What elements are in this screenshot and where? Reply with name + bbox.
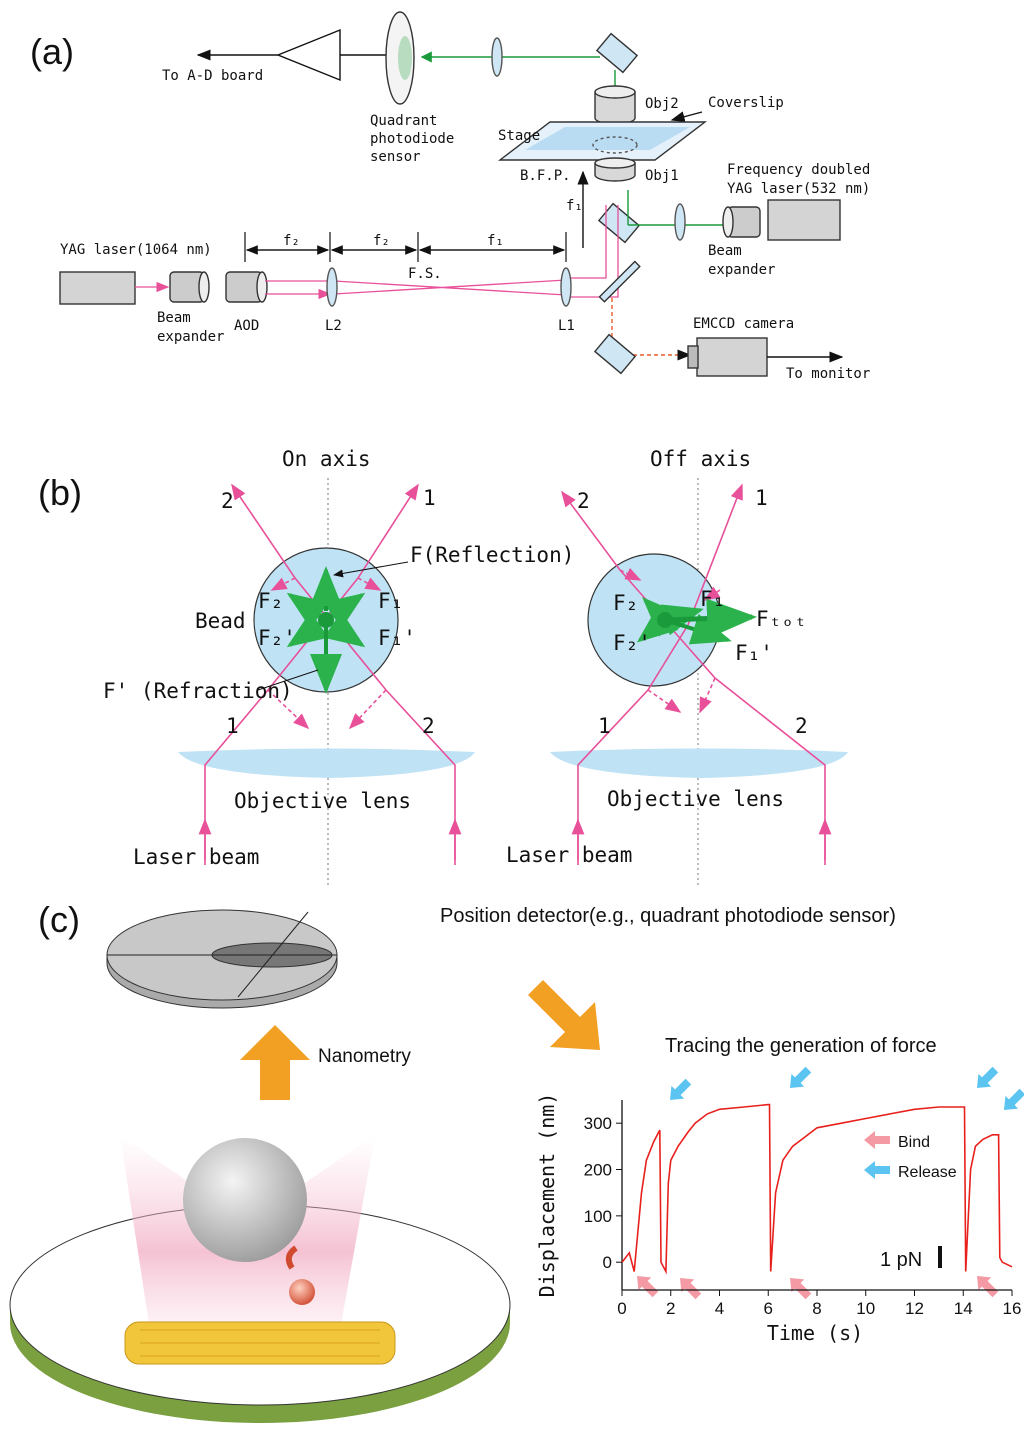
label: Obj1 bbox=[645, 168, 679, 184]
x-tick-label: 4 bbox=[715, 1299, 724, 1318]
label: EMCCD camera bbox=[693, 316, 794, 332]
label: 1 bbox=[755, 486, 768, 510]
label: f₂ bbox=[373, 233, 390, 249]
label: F₁' bbox=[735, 641, 773, 665]
label: F' (Refraction) bbox=[103, 679, 293, 703]
label: 2 bbox=[221, 489, 234, 513]
camera bbox=[697, 338, 767, 376]
x-tick-label: 0 bbox=[617, 1299, 626, 1318]
ir-laser bbox=[60, 272, 135, 304]
label: F₂ bbox=[613, 591, 638, 615]
x-tick-label: 10 bbox=[856, 1299, 875, 1318]
label: 2 bbox=[795, 714, 808, 738]
label: L2 bbox=[325, 318, 342, 334]
y-tick-label: 300 bbox=[584, 1114, 612, 1133]
y-axis-title: Displacement (nm) bbox=[535, 1093, 559, 1298]
panel-label: (b) bbox=[38, 472, 82, 513]
green-laser bbox=[768, 200, 840, 240]
label: F₁' bbox=[378, 626, 416, 650]
figure: (a) To A-D board Quadrantphotodiodesenso… bbox=[0, 0, 1024, 1439]
x-tick-label: 2 bbox=[666, 1299, 675, 1318]
mirror bbox=[599, 204, 639, 243]
label: Coverslip bbox=[708, 95, 784, 111]
legend-label: Release bbox=[898, 1164, 957, 1181]
label: Laser beam bbox=[133, 845, 259, 869]
chart: Displacement (nm) Time (s) Bind Release … bbox=[535, 1063, 1024, 1345]
label: Position detector(e.g., quadrant photodi… bbox=[440, 905, 896, 927]
panel-label: (c) bbox=[38, 899, 80, 940]
label: 1 bbox=[598, 714, 611, 738]
label: F(Reflection) bbox=[410, 543, 574, 567]
label: F₂ bbox=[258, 589, 283, 613]
label: F₁ bbox=[700, 587, 725, 611]
title: Off axis bbox=[650, 447, 751, 471]
label: To A-D board bbox=[162, 68, 263, 84]
arrow bbox=[672, 112, 702, 120]
label: 1 bbox=[226, 714, 239, 738]
label: Objective lens bbox=[607, 787, 784, 811]
label: F₂' bbox=[613, 631, 651, 655]
lens bbox=[492, 38, 502, 76]
x-tick-label: 16 bbox=[1003, 1299, 1022, 1318]
x-axis-title: Time (s) bbox=[767, 1321, 863, 1345]
bead bbox=[183, 1138, 307, 1262]
up-arrow bbox=[240, 1025, 310, 1100]
x-tick-label: 8 bbox=[812, 1299, 821, 1318]
scale-label: 1 pN bbox=[880, 1249, 922, 1271]
y-tick-label: 200 bbox=[584, 1161, 612, 1180]
label: Stage bbox=[498, 128, 540, 144]
amplifier bbox=[278, 30, 340, 80]
x-tick-label: 14 bbox=[954, 1299, 973, 1318]
label: 1 bbox=[423, 486, 436, 510]
label: L1 bbox=[558, 318, 575, 334]
legend-label: Bind bbox=[898, 1134, 930, 1151]
label: Tracing the generation of force bbox=[665, 1035, 937, 1057]
label: 2 bbox=[422, 714, 435, 738]
trace bbox=[622, 1105, 1012, 1272]
diag-arrow bbox=[528, 980, 600, 1050]
panel-label: (a) bbox=[30, 31, 74, 72]
release-arrows bbox=[664, 1063, 1024, 1179]
label: f₂ bbox=[283, 233, 300, 249]
label: F₂' bbox=[258, 626, 296, 650]
label: Bead bbox=[195, 609, 246, 633]
label: F₁ bbox=[378, 589, 403, 613]
x-tick-label: 12 bbox=[905, 1299, 924, 1318]
y-tick-label: 100 bbox=[584, 1207, 612, 1226]
label: Laser beam bbox=[506, 843, 632, 867]
label: AOD bbox=[234, 318, 259, 334]
label: YAG laser(1064 nm) bbox=[60, 242, 212, 258]
mirror bbox=[597, 34, 637, 73]
label: f₁ bbox=[566, 198, 583, 214]
label: 2 bbox=[577, 489, 590, 513]
label: To monitor bbox=[786, 366, 870, 382]
label: Obj2 bbox=[645, 96, 679, 112]
qpd-spot bbox=[398, 36, 412, 80]
label: Objective lens bbox=[234, 789, 411, 813]
label: Nanometry bbox=[318, 1046, 411, 1067]
label: B.F.P. bbox=[520, 168, 571, 184]
label: Fₜₒₜ bbox=[756, 607, 807, 631]
panel-b: (b) On axis 2 1 F(Reflection) Bead F₂ F₁… bbox=[38, 447, 848, 885]
bind-arrows bbox=[631, 1131, 1002, 1303]
y-tick-label: 0 bbox=[603, 1253, 612, 1272]
title: On axis bbox=[282, 447, 371, 471]
x-tick-label: 6 bbox=[764, 1299, 773, 1318]
label: f₁ bbox=[487, 233, 504, 249]
scale-bar bbox=[938, 1246, 942, 1268]
label: F.S. bbox=[408, 266, 442, 282]
